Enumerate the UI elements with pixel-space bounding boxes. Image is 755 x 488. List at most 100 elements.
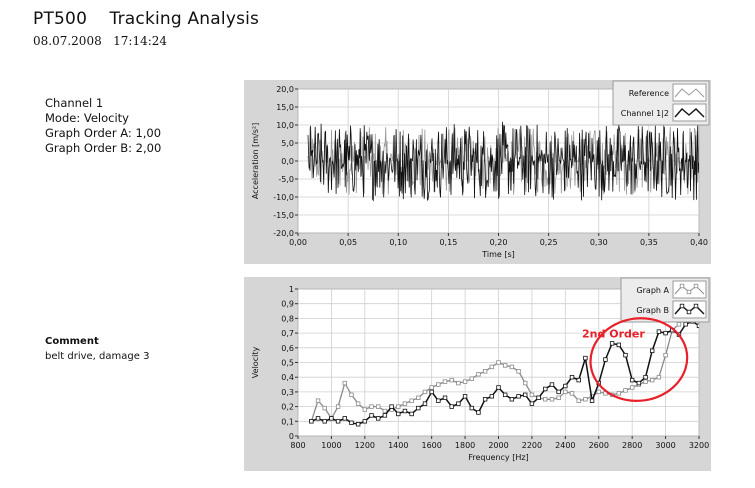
data-point bbox=[636, 380, 642, 386]
data-point bbox=[496, 385, 501, 390]
x-tick-label: 1800 bbox=[455, 441, 475, 450]
legend-marker bbox=[679, 303, 685, 309]
y-tick-label: -20,0 bbox=[273, 229, 294, 238]
y-tick-label: 1 bbox=[289, 285, 294, 294]
data-point bbox=[369, 404, 374, 409]
x-tick-label: 800 bbox=[290, 441, 305, 450]
data-point bbox=[643, 379, 648, 384]
data-point bbox=[315, 416, 321, 421]
legend-marker bbox=[679, 283, 685, 289]
data-point bbox=[523, 392, 528, 398]
legend: Reference Channel 1|2 bbox=[612, 80, 710, 126]
data-point bbox=[436, 382, 441, 387]
data-point bbox=[556, 395, 561, 400]
data-point bbox=[416, 405, 421, 411]
data-point bbox=[422, 389, 428, 395]
acceleration-time-chart: 0,00 0,05 0,10 0,15 0,20 0,25 0,30 0,35 0,40 20,0… bbox=[244, 80, 711, 264]
data-point bbox=[349, 420, 354, 425]
data-point bbox=[375, 404, 381, 409]
data-point bbox=[409, 411, 414, 417]
x-tick-label: 0,30 bbox=[590, 238, 608, 247]
data-point bbox=[489, 364, 495, 370]
data-point bbox=[375, 416, 381, 421]
y-tick-label: 0,7 bbox=[281, 329, 294, 338]
data-point bbox=[609, 341, 615, 346]
data-point bbox=[382, 413, 388, 418]
data-point bbox=[549, 397, 555, 402]
y-tick-label: 0 bbox=[289, 432, 294, 441]
y-tick-label: 5,0 bbox=[281, 139, 294, 148]
y-tick-label: 0,8 bbox=[281, 314, 294, 323]
data-point bbox=[623, 388, 628, 393]
annotation-label: 2nd Order bbox=[582, 328, 645, 341]
data-point bbox=[629, 385, 635, 390]
series-group bbox=[309, 311, 699, 427]
y-tick-label: -10,0 bbox=[273, 193, 294, 202]
legend-swatch-line bbox=[674, 108, 705, 118]
y-tick-label: -15,0 bbox=[273, 211, 294, 220]
x-tick-label: 1600 bbox=[421, 441, 441, 450]
data-point bbox=[476, 372, 481, 377]
x-tick-label: 3000 bbox=[655, 441, 675, 450]
x-tick-label: 2200 bbox=[522, 441, 542, 450]
data-point bbox=[563, 389, 568, 395]
velocity-frequency-chart: 800 1000 1200 1400 1600 1800 2000 2200 2400 2600 2… bbox=[244, 277, 711, 471]
legend-marker bbox=[693, 283, 699, 289]
graph-order-a-label: Graph Order A: 1,00 bbox=[45, 126, 162, 140]
y-tick-label: 0,1 bbox=[281, 417, 294, 426]
data-point bbox=[656, 329, 662, 334]
x-tick-label: 2000 bbox=[488, 441, 508, 450]
y-tick-label: -5,0 bbox=[278, 175, 294, 184]
data-point bbox=[322, 419, 327, 424]
legend-swatch-box bbox=[672, 300, 707, 319]
data-point bbox=[650, 377, 655, 383]
x-tick-label: 0,00 bbox=[289, 238, 307, 247]
data-point bbox=[442, 379, 448, 384]
x-tick-label: 1400 bbox=[388, 441, 408, 450]
data-point bbox=[335, 404, 341, 409]
x-tick-label: 0,20 bbox=[490, 238, 508, 247]
data-point bbox=[402, 408, 408, 414]
report-datetime: 08.07.2008 17:14:24 bbox=[33, 34, 168, 48]
x-tick-label: 3200 bbox=[689, 441, 709, 450]
data-point bbox=[469, 376, 474, 381]
data-point bbox=[569, 391, 575, 396]
data-point bbox=[529, 401, 535, 406]
data-point bbox=[576, 398, 581, 403]
x-tick-label: 1000 bbox=[321, 441, 341, 450]
y-tick-label: 0,3 bbox=[281, 388, 294, 397]
y-tick-label: 15,0 bbox=[276, 103, 294, 112]
data-point bbox=[449, 377, 454, 383]
legend-swatch-box bbox=[672, 280, 707, 299]
y-tick-label: 0,4 bbox=[281, 373, 294, 382]
data-point bbox=[549, 382, 555, 387]
data-point bbox=[349, 392, 354, 398]
data-point bbox=[462, 379, 468, 384]
x-tick-label: 2400 bbox=[555, 441, 575, 450]
data-point bbox=[342, 380, 347, 386]
data-point bbox=[576, 377, 581, 383]
annotation-ellipse bbox=[589, 317, 689, 402]
data-point bbox=[462, 394, 468, 399]
data-point bbox=[482, 397, 488, 402]
data-point bbox=[502, 392, 508, 398]
data-point bbox=[583, 355, 588, 361]
data-point bbox=[543, 386, 548, 392]
data-point bbox=[589, 398, 595, 403]
data-point bbox=[663, 352, 668, 358]
legend-label: Graph A bbox=[636, 286, 669, 295]
data-point bbox=[396, 411, 401, 417]
data-point bbox=[583, 397, 588, 402]
data-point bbox=[482, 369, 488, 374]
legend-marker bbox=[693, 303, 699, 309]
legend: Graph A Graph B bbox=[620, 277, 710, 323]
data-point bbox=[449, 404, 454, 409]
y-tick-label: 10,0 bbox=[276, 121, 294, 130]
y-tick-label: 0,5 bbox=[281, 359, 294, 368]
channel-label: Channel 1 bbox=[45, 96, 104, 110]
data-point bbox=[683, 322, 688, 327]
data-point bbox=[616, 342, 621, 348]
series-line-channel bbox=[307, 121, 699, 202]
data-point bbox=[516, 394, 521, 399]
data-point bbox=[362, 407, 368, 412]
